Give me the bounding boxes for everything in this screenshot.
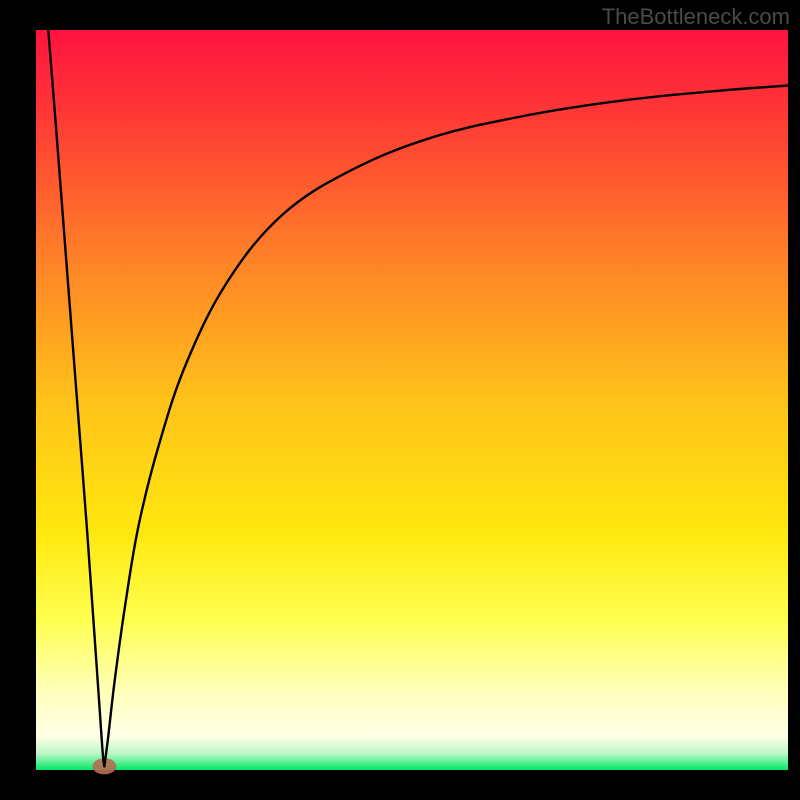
chart-container: TheBottleneck.com bbox=[0, 0, 800, 800]
watermark-text: TheBottleneck.com bbox=[602, 4, 790, 30]
bottleneck-chart bbox=[0, 0, 800, 800]
plot-background bbox=[36, 30, 788, 770]
